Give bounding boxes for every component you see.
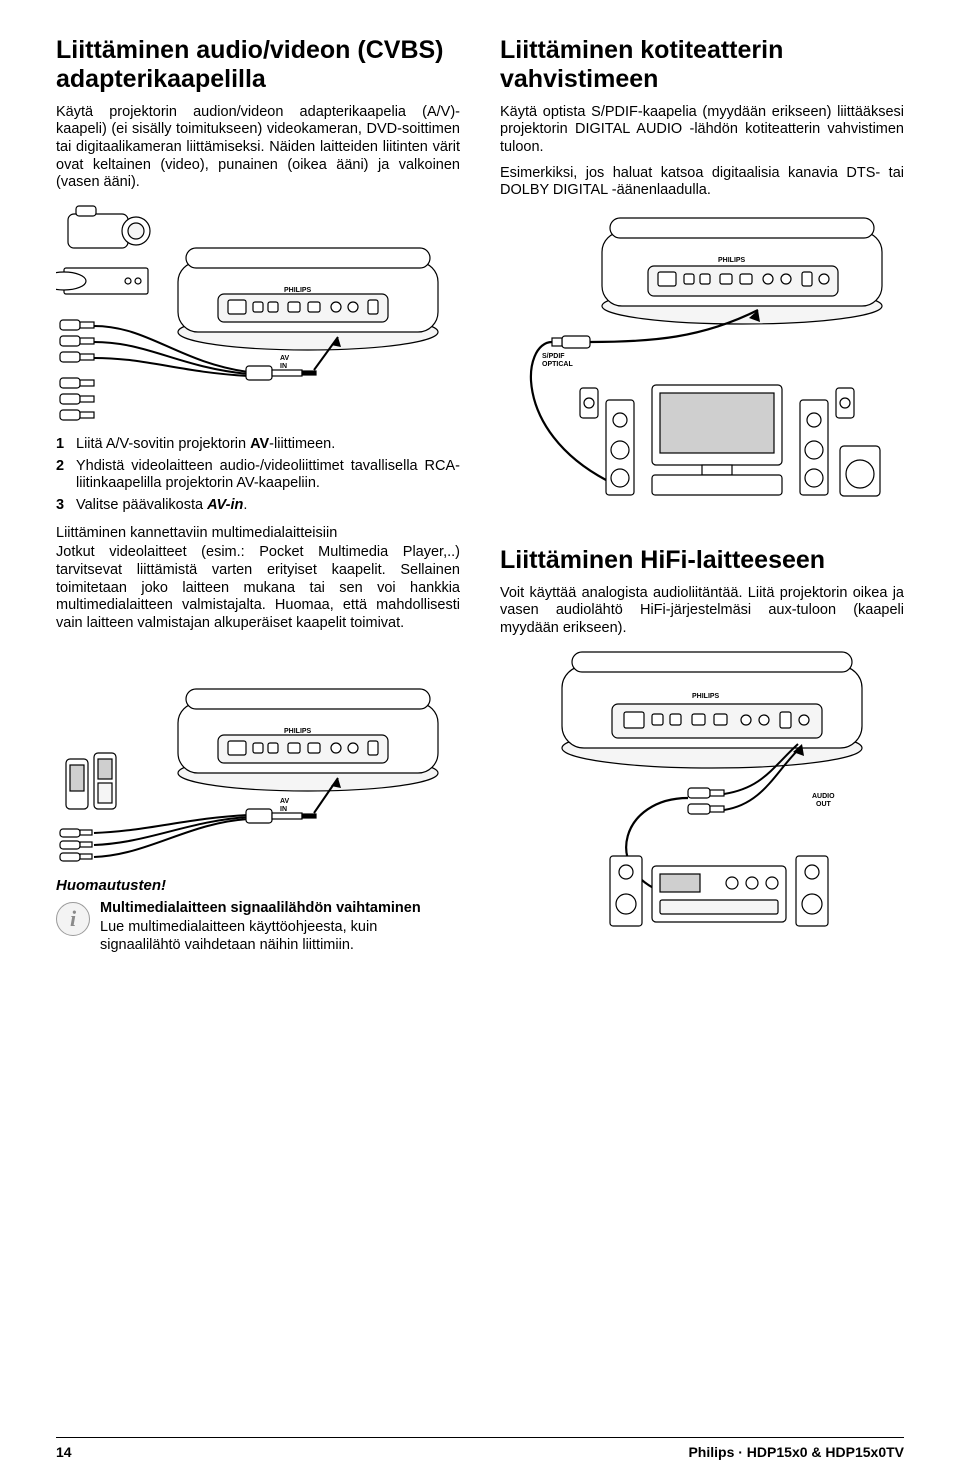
brand-label-4: PHILIPS: [692, 693, 720, 700]
left-heading-1: Liittäminen audio/videon (CVBS) adapteri…: [56, 36, 460, 94]
audio-out-label: AUDIOOUT: [812, 793, 835, 808]
left-para-2: Jotkut videolaitteet (esim.: Pocket Mult…: [56, 544, 460, 632]
av-in-label-2: AVIN: [280, 798, 290, 813]
right-column: Liittäminen kotiteatterin vahvistimeen K…: [500, 36, 904, 1437]
steps-list: Liitä A/V-sovitin projektorin AV-liittim…: [56, 436, 460, 515]
diagram-spdif: PHILIPS S/PDIFOPTICAL: [500, 210, 904, 530]
page: Liittäminen audio/videon (CVBS) adapteri…: [0, 0, 960, 1480]
info-icon: i: [56, 902, 90, 936]
brand-label-2: PHILIPS: [284, 728, 312, 735]
step-2: Yhdistä videolaitteen audio-/videoliitti…: [56, 458, 460, 493]
right-heading-1: Liittäminen kotiteatterin vahvistimeen: [500, 36, 904, 94]
right-para-1: Käytä optista S/PDIF-kaapelia (myydään e…: [500, 104, 904, 157]
brand-label: PHILIPS: [284, 287, 312, 294]
page-footer: 14 Philips · HDP15x0 & HDP15x0TV: [56, 1437, 904, 1460]
diagram-svg-4: PHILIPS AUDIOOUT: [500, 648, 904, 948]
spdif-label: S/PDIFOPTICAL: [542, 353, 573, 368]
note-subtitle: Multimedialaitteen signaalilähdön vaihta…: [100, 900, 460, 917]
diagram-av-in-top: PHILIPS: [56, 202, 460, 422]
footer-product: Philips · HDP15x0 & HDP15x0TV: [688, 1444, 904, 1460]
left-subheading: Liittäminen kannettaviin multimedialaitt…: [56, 525, 460, 543]
right-heading-2: Liittäminen HiFi-laitteeseen: [500, 546, 904, 575]
diagram-svg: PHILIPS: [56, 202, 460, 422]
right-para-3: Voit käyttää analogista audioliitäntää. …: [500, 585, 904, 638]
note-body: Lue multimedialaitteen käyttöohjeesta, k…: [100, 919, 460, 954]
note-text: Multimedialaitteen signaalilähdön vaihta…: [100, 900, 460, 955]
step-3: Valitse päävalikosta AV-in.: [56, 497, 460, 515]
note-box: i Multimedialaitteen signaalilähdön vaih…: [56, 900, 460, 955]
av-in-label: AVIN: [280, 355, 290, 370]
two-column-layout: Liittäminen audio/videon (CVBS) adapteri…: [56, 36, 904, 1437]
left-column: Liittäminen audio/videon (CVBS) adapteri…: [56, 36, 460, 1437]
left-para-1: Käytä projektorin audion/videon adapteri…: [56, 104, 460, 192]
note-title: Huomautusten!: [56, 877, 460, 894]
brand-label-3: PHILIPS: [718, 257, 746, 264]
diagram-av-in-mobile: PHILIPS: [56, 643, 460, 863]
step-1: Liitä A/V-sovitin projektorin AV-liittim…: [56, 436, 460, 454]
diagram-svg-3: PHILIPS S/PDIFOPTICAL: [500, 210, 904, 530]
diagram-audio-out: PHILIPS AUDIOOUT: [500, 648, 904, 948]
footer-page-number: 14: [56, 1444, 72, 1460]
right-para-2: Esimerkiksi, jos haluat katsoa digitaali…: [500, 165, 904, 200]
diagram-svg-2: PHILIPS: [56, 643, 460, 863]
